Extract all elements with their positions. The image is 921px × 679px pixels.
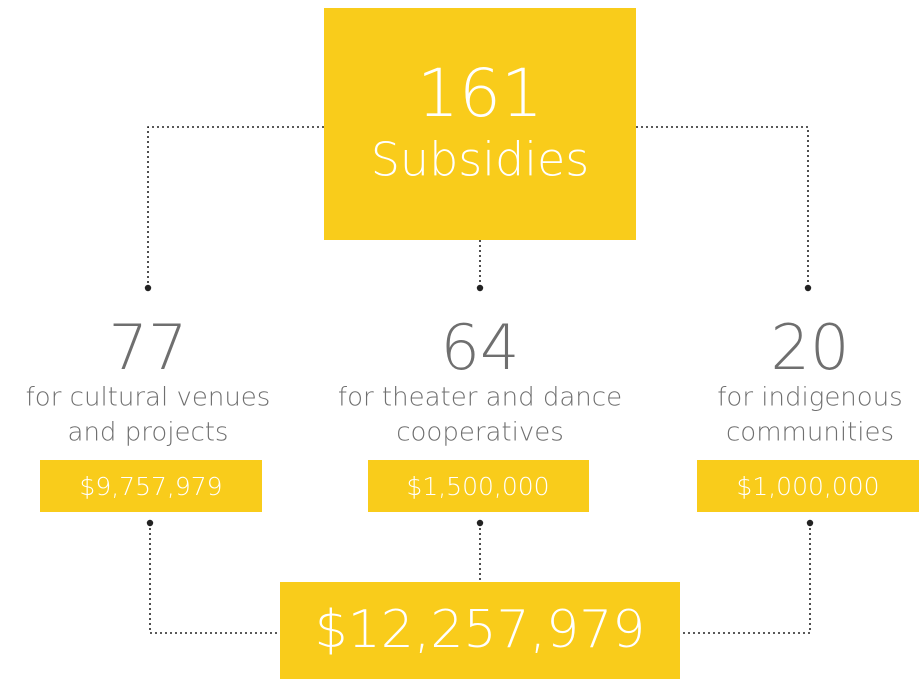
connector-dot — [146, 519, 154, 527]
item-count: 64 — [441, 311, 520, 384]
total-label: Subsidies — [371, 133, 590, 187]
connector — [149, 523, 280, 634]
connector-dot — [806, 519, 814, 527]
amount-box — [368, 460, 589, 512]
item-description: for indigenous — [717, 383, 902, 413]
amount-box — [697, 460, 919, 512]
item-description: cooperatives — [396, 418, 564, 448]
item-amount: $1,500,000 — [406, 472, 549, 501]
item-description: for cultural venues — [26, 383, 271, 413]
item-count: 20 — [771, 311, 850, 384]
item-amount: $9,757,979 — [79, 472, 222, 501]
total-amount-box — [280, 582, 680, 679]
item-amount: $1,000,000 — [736, 472, 879, 501]
connector-dot — [476, 519, 484, 527]
item-description: communities — [726, 418, 894, 448]
item-description: and projects — [68, 418, 229, 448]
total-amount: $12,257,979 — [315, 600, 646, 660]
connector — [636, 126, 809, 288]
total-count: 161 — [417, 55, 543, 132]
item-count: 77 — [109, 311, 188, 384]
connector — [147, 126, 324, 288]
connector-dot — [144, 284, 152, 292]
connector-dot — [476, 284, 484, 292]
connector — [680, 523, 811, 634]
amount-box — [40, 460, 262, 512]
item-description: for theater and dance — [338, 383, 622, 413]
total-box — [324, 8, 636, 240]
connector-dot — [804, 284, 812, 292]
